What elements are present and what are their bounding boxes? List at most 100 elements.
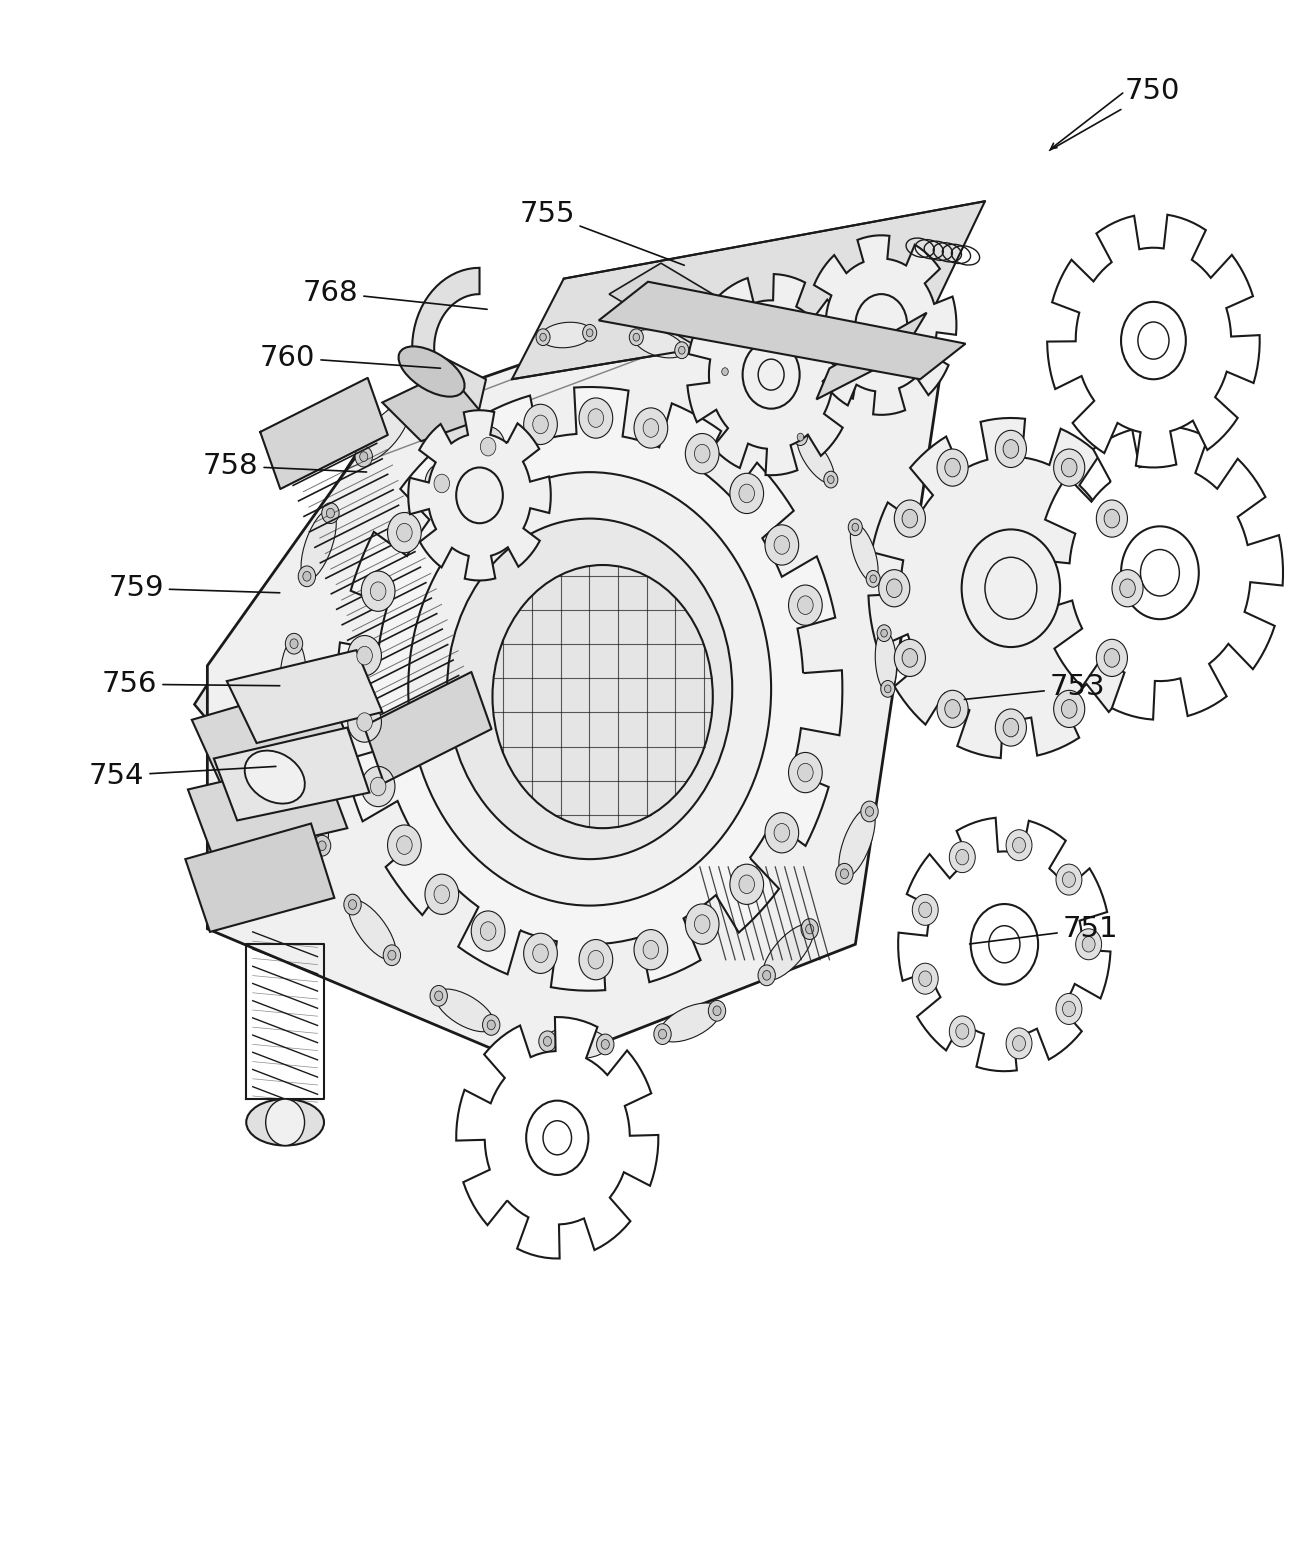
Circle shape	[388, 512, 421, 553]
Circle shape	[713, 1006, 721, 1015]
Circle shape	[762, 971, 771, 980]
Circle shape	[1112, 570, 1143, 607]
Circle shape	[937, 449, 968, 486]
Ellipse shape	[540, 322, 592, 348]
Circle shape	[861, 802, 879, 822]
Circle shape	[632, 333, 640, 341]
Ellipse shape	[295, 777, 328, 850]
Circle shape	[290, 639, 298, 649]
Polygon shape	[421, 356, 486, 464]
Polygon shape	[1047, 215, 1260, 467]
Circle shape	[743, 341, 800, 409]
Circle shape	[762, 396, 769, 404]
Circle shape	[709, 1000, 726, 1022]
Circle shape	[579, 398, 613, 438]
Circle shape	[524, 404, 557, 444]
Circle shape	[388, 825, 421, 865]
Circle shape	[456, 467, 503, 523]
Circle shape	[434, 991, 443, 1000]
Circle shape	[945, 700, 960, 718]
Circle shape	[1061, 458, 1077, 477]
Circle shape	[788, 752, 822, 793]
Circle shape	[1121, 526, 1199, 619]
Polygon shape	[816, 313, 927, 399]
Ellipse shape	[763, 924, 814, 980]
Circle shape	[356, 712, 372, 731]
Circle shape	[472, 427, 505, 467]
Circle shape	[658, 1029, 666, 1039]
Polygon shape	[599, 282, 966, 379]
Circle shape	[1006, 830, 1032, 861]
Ellipse shape	[544, 1028, 608, 1059]
Circle shape	[1056, 994, 1082, 1025]
Ellipse shape	[634, 330, 684, 358]
Text: 768: 768	[303, 279, 487, 310]
Text: 754: 754	[89, 762, 276, 789]
Circle shape	[293, 771, 311, 791]
Polygon shape	[337, 387, 842, 991]
Text: 753: 753	[964, 673, 1105, 701]
Circle shape	[985, 557, 1037, 619]
Polygon shape	[456, 1017, 658, 1259]
Polygon shape	[260, 378, 388, 489]
Text: 760: 760	[260, 344, 441, 372]
Circle shape	[870, 574, 876, 582]
Circle shape	[288, 707, 297, 718]
Polygon shape	[408, 410, 551, 580]
Circle shape	[362, 766, 395, 807]
Circle shape	[343, 895, 362, 915]
Ellipse shape	[360, 404, 410, 461]
Circle shape	[849, 519, 862, 536]
Circle shape	[884, 684, 892, 694]
Circle shape	[266, 1099, 305, 1146]
Polygon shape	[609, 263, 842, 402]
Circle shape	[894, 639, 925, 676]
Polygon shape	[1037, 426, 1283, 720]
Circle shape	[588, 409, 604, 427]
Circle shape	[855, 294, 907, 356]
Circle shape	[371, 777, 386, 796]
Ellipse shape	[797, 433, 835, 483]
Circle shape	[877, 625, 892, 641]
Circle shape	[588, 950, 604, 969]
Circle shape	[643, 418, 658, 437]
Circle shape	[902, 509, 918, 528]
Circle shape	[482, 1014, 500, 1036]
Circle shape	[1006, 1028, 1032, 1059]
Circle shape	[543, 1121, 572, 1155]
Circle shape	[579, 940, 613, 980]
Circle shape	[879, 570, 910, 607]
Circle shape	[1063, 872, 1076, 887]
Ellipse shape	[399, 347, 464, 396]
Circle shape	[995, 430, 1026, 467]
Circle shape	[347, 636, 381, 676]
Polygon shape	[687, 274, 855, 475]
Circle shape	[285, 633, 303, 655]
Circle shape	[718, 364, 732, 379]
Circle shape	[653, 1023, 671, 1045]
Polygon shape	[382, 372, 486, 441]
Circle shape	[1054, 449, 1085, 486]
Circle shape	[634, 407, 667, 447]
Circle shape	[758, 359, 784, 390]
Polygon shape	[898, 817, 1111, 1071]
Ellipse shape	[660, 1003, 721, 1042]
Circle shape	[314, 836, 330, 856]
Circle shape	[1104, 649, 1120, 667]
Circle shape	[774, 536, 789, 554]
Circle shape	[298, 776, 306, 786]
Circle shape	[730, 474, 763, 514]
Circle shape	[797, 763, 813, 782]
Ellipse shape	[875, 630, 897, 692]
Circle shape	[840, 868, 849, 879]
Circle shape	[397, 398, 415, 420]
Polygon shape	[512, 201, 985, 379]
Circle shape	[912, 895, 938, 926]
Circle shape	[643, 941, 658, 960]
Circle shape	[1096, 639, 1128, 676]
Circle shape	[481, 438, 496, 457]
Circle shape	[1012, 837, 1025, 853]
Circle shape	[995, 709, 1026, 746]
Ellipse shape	[280, 641, 306, 717]
Circle shape	[739, 875, 754, 893]
